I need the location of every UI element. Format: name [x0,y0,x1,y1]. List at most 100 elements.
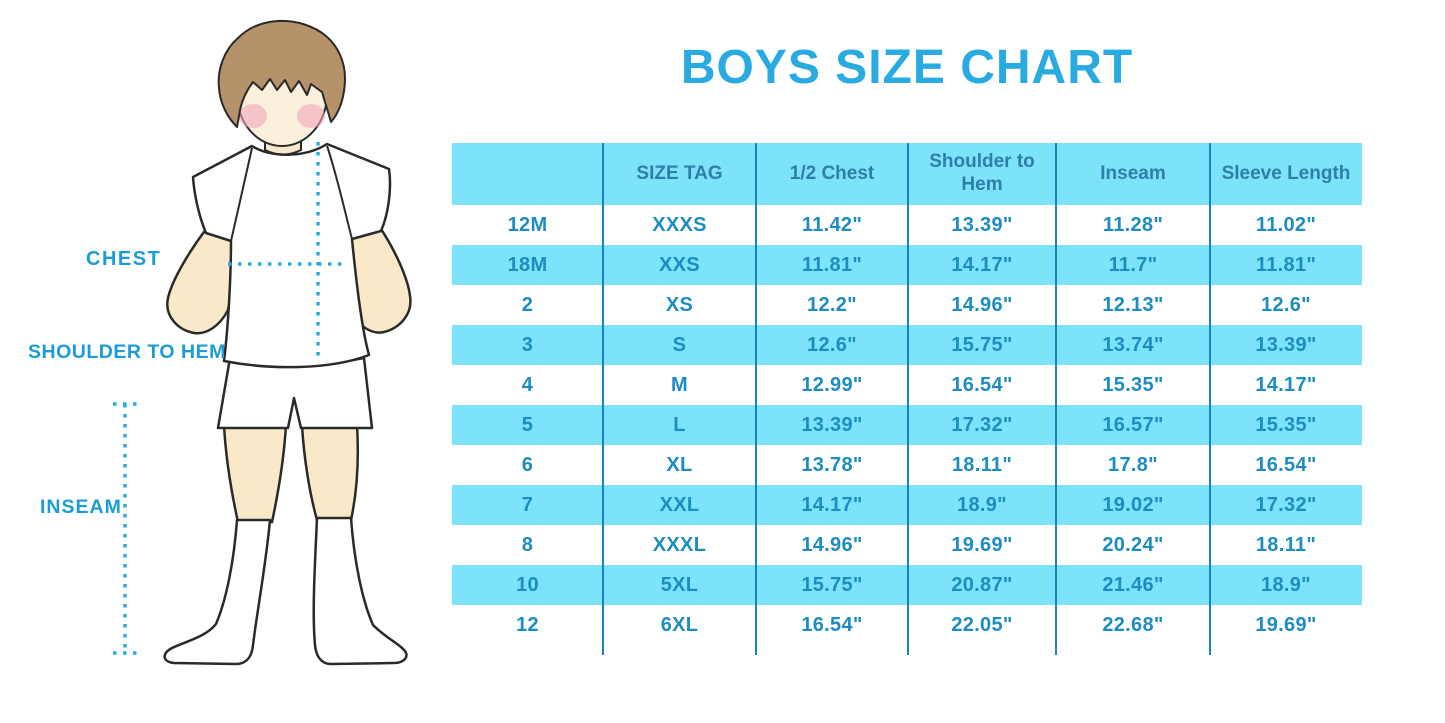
table-cell: 16.57" [1102,413,1164,436]
table-cell: 12.2" [807,293,857,316]
table-cell: L [673,413,686,436]
boy-left-cheek-blush [239,104,267,128]
boy-left-arm [166,226,234,335]
table-cell: 21.46" [1102,573,1164,596]
boy-illustration [113,19,412,666]
table-cell: S [672,333,687,356]
table-cell: XXXL [652,533,707,556]
table-cell: XXS [659,253,700,276]
table-cell: 11.42" [801,213,863,236]
header-label: Shoulder to Hem [929,151,1035,195]
table-cell: 13.39" [801,413,863,436]
table-cell: 17.32" [951,413,1013,436]
boy-left-sock [163,518,272,666]
table-cell: 14.17" [951,253,1013,276]
table-cell: 14.96" [801,533,863,556]
boy-shorts [216,356,374,430]
boy-hair [217,19,346,128]
table-row: 4 M 12.99" 16.54" 15.35" 14.17" [452,365,1362,405]
table-cell: 17.8" [1108,453,1158,476]
table-cell: 11.02" [1255,213,1317,236]
table-cell: 18.11" [1255,533,1317,556]
column-divider [602,143,604,655]
table-cell: 13.74" [1102,333,1164,356]
boy-right-leg [300,423,359,522]
inseam-label: INSEAM [40,496,122,518]
table-cell: 10 [516,573,539,596]
boy-right-cheek-blush [297,104,325,128]
page-title: BOYS SIZE CHART [680,41,1134,94]
table-row: 8 XXXL 14.96" 19.69" 20.24" 18.11" [452,525,1362,565]
table-header-cell [452,143,603,205]
table-cell: 6 [521,453,534,476]
table-cell: 14.96" [951,293,1013,316]
shoulder-to-hem-label: SHOULDER TO HEM [28,341,226,363]
table-cell: 5 [521,413,534,436]
boy-shirt [191,142,392,369]
table-cell: 17.32" [1255,493,1317,516]
header-label: Sleeve Length [1221,162,1351,184]
table-cell: XXXS [652,213,707,236]
table-cell: 15.75" [801,573,863,596]
table-cell: 11.28" [1102,213,1164,236]
table-cell: 4 [521,373,534,396]
table-cell: 12.99" [801,373,863,396]
boy-shirt-right-seam [326,145,353,240]
table-header-cell: Sleeve Length [1210,143,1362,205]
table-cell: 12.6" [1261,293,1311,316]
table-cell: XXL [659,493,700,516]
table-cell: 16.54" [951,373,1013,396]
table-cell: 18.9" [957,493,1007,516]
chest-label: CHEST [86,248,162,270]
boy-left-leg [222,423,288,524]
table-cell: 15.35" [1102,373,1164,396]
table-cell: 12.13" [1102,293,1164,316]
table-header-cell: SIZE TAG [603,143,756,205]
table-cell: 13.39" [1255,333,1317,356]
table-cell: 8 [521,533,534,556]
table-cell: 20.24" [1102,533,1164,556]
header-label: SIZE TAG [636,162,723,184]
table-cell: 11.7" [1108,253,1158,276]
table-header-cell: Inseam [1056,143,1210,205]
column-divider [1209,143,1211,655]
table-cell: XL [666,453,693,476]
table-cell: 11.81" [1255,253,1317,276]
table-cell: 11.81" [801,253,863,276]
measurement-figure: CHEST SHOULDER TO HEM INSEAM [0,0,450,723]
table-cell: 6XL [660,613,699,636]
table-header-cell: Shoulder to Hem [908,143,1056,205]
table-cell: 15.75" [951,333,1013,356]
table-cell: 13.78" [801,453,863,476]
column-divider [907,143,909,655]
table-row: 2 XS 12.2" 14.96" 12.13" 12.6" [452,285,1362,325]
table-cell: 18.9" [1261,573,1311,596]
table-row: 6 XL 13.78" 18.11" 17.8" 16.54" [452,445,1362,485]
table-cell: 19.69" [951,533,1013,556]
table-cell: 22.68" [1102,613,1164,636]
table-cell: 2 [521,293,534,316]
table-cell: 14.17" [1255,373,1317,396]
table-cell: 12.6" [807,333,857,356]
table-cell: 18M [507,253,548,276]
table-row: 12 6XL 16.54" 22.05" 22.68" 19.69" [452,605,1362,645]
column-divider [1055,143,1057,655]
table-cell: 3 [521,333,534,356]
table-cell: 20.87" [951,573,1013,596]
boy-shirt-left-seam [230,147,253,242]
table-cell: 12M [507,213,548,236]
table-cell: M [671,373,688,396]
table-cell: 19.69" [1255,613,1317,636]
table-cell: 14.17" [801,493,863,516]
table-cell: XS [665,293,694,316]
table-cell: 13.39" [951,213,1013,236]
size-table: SIZE TAG 1/2 Chest Shoulder to Hem Inseam Sl… [452,143,1362,655]
table-cell: 19.02" [1102,493,1164,516]
table-cell: 22.05" [951,613,1013,636]
table-cell: 16.54" [1255,453,1317,476]
column-divider [755,143,757,655]
table-cell: 15.35" [1255,413,1317,436]
table-cell: 12 [516,613,539,636]
table-header-cell: 1/2 Chest [756,143,908,205]
